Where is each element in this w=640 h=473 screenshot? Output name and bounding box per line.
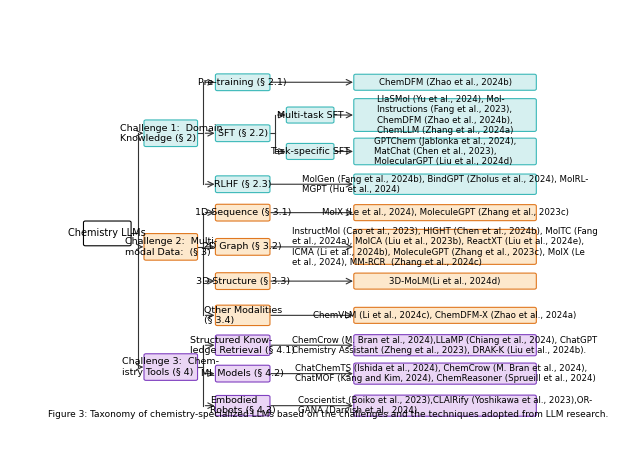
FancyBboxPatch shape	[216, 335, 270, 355]
Text: MolX (Le et al., 2024), MoleculeGPT (Zhang et al., 2023c): MolX (Le et al., 2024), MoleculeGPT (Zha…	[322, 208, 568, 217]
Text: ChemCrow (M. Bran et al., 2024),LLaMP (Chiang et al., 2024), ChatGPT
Chemistry A: ChemCrow (M. Bran et al., 2024),LLaMP (C…	[292, 335, 598, 355]
Text: InstructMol (Cao et al., 2023), HIGHT (Chen et al., 2024b), MolTC (Fang
et al., : InstructMol (Cao et al., 2023), HIGHT (C…	[292, 227, 598, 267]
Text: Challenge 3:  Chem-
istry Tools (§ 4): Challenge 3: Chem- istry Tools (§ 4)	[122, 358, 220, 377]
FancyBboxPatch shape	[354, 395, 536, 416]
FancyBboxPatch shape	[354, 205, 536, 221]
FancyBboxPatch shape	[216, 238, 270, 255]
FancyBboxPatch shape	[286, 143, 334, 159]
Text: Chemistry LLMs: Chemistry LLMs	[68, 228, 146, 238]
FancyBboxPatch shape	[354, 138, 536, 165]
FancyBboxPatch shape	[144, 354, 198, 380]
Text: MolGen (Fang et al., 2024b), BindGPT (Zholus et al., 2024), MolRL-
MGPT (Hu et a: MolGen (Fang et al., 2024b), BindGPT (Zh…	[302, 175, 588, 194]
FancyBboxPatch shape	[354, 174, 536, 194]
Text: SFT (§ 2.2): SFT (§ 2.2)	[218, 129, 268, 138]
Text: Figure 3: Taxonomy of chemistry-specialized LLMs based on the challenges and the: Figure 3: Taxonomy of chemistry-speciali…	[48, 410, 608, 419]
FancyBboxPatch shape	[216, 176, 270, 193]
Text: Challenge 1:  Domain
Knowledge (§ 2): Challenge 1: Domain Knowledge (§ 2)	[120, 123, 222, 143]
FancyBboxPatch shape	[216, 204, 270, 221]
Text: ChemVLM (Li et al., 2024c), ChemDFM-X (Zhao et al., 2024a): ChemVLM (Li et al., 2024c), ChemDFM-X (Z…	[314, 311, 577, 320]
Text: Multi-task SFT: Multi-task SFT	[277, 111, 344, 120]
Text: 3D-MoLM(Li et al., 2024d): 3D-MoLM(Li et al., 2024d)	[389, 277, 500, 286]
Text: 2D Graph (§ 3.2): 2D Graph (§ 3.2)	[204, 242, 282, 251]
FancyBboxPatch shape	[216, 305, 270, 325]
Text: Challenge 2:  Multi-
modal Data:  (§ 3): Challenge 2: Multi- modal Data: (§ 3)	[125, 237, 217, 256]
Text: Structured Know-
ledge Retrieval (§ 4.1): Structured Know- ledge Retrieval (§ 4.1)	[190, 335, 295, 355]
Text: ChatChemTS (Ishida et al., 2024), ChemCrow (M. Bran et al., 2024),
ChatMOF (Kang: ChatChemTS (Ishida et al., 2024), ChemCr…	[294, 364, 595, 383]
FancyBboxPatch shape	[144, 234, 198, 260]
Text: Other Modalities
(§ 3.4): Other Modalities (§ 3.4)	[204, 306, 282, 325]
Text: ML Models (§ 4.2): ML Models (§ 4.2)	[201, 369, 284, 378]
Text: Task-specific SFT: Task-specific SFT	[270, 147, 350, 156]
Text: Pre-training (§ 2.1): Pre-training (§ 2.1)	[198, 78, 287, 87]
Text: ChemDFM (Zhao et al., 2024b): ChemDFM (Zhao et al., 2024b)	[378, 78, 511, 87]
FancyBboxPatch shape	[286, 107, 334, 123]
Text: Coscientist (Boiko et al., 2023),CLAIRify (Yoshikawa et al., 2023),OR-
GANA (Dar: Coscientist (Boiko et al., 2023),CLAIRif…	[298, 396, 592, 415]
FancyBboxPatch shape	[144, 120, 198, 147]
FancyBboxPatch shape	[354, 74, 536, 90]
FancyBboxPatch shape	[216, 395, 270, 416]
Text: RLHF (§ 2.3): RLHF (§ 2.3)	[214, 180, 271, 189]
FancyBboxPatch shape	[216, 273, 270, 289]
FancyBboxPatch shape	[354, 335, 536, 356]
Text: LlaSMol (Yu et al., 2024), Mol-
Instructions (Fang et al., 2023),
ChemDFM (Zhao : LlaSMol (Yu et al., 2024), Mol- Instruct…	[377, 95, 513, 135]
FancyBboxPatch shape	[354, 363, 536, 384]
FancyBboxPatch shape	[216, 125, 270, 141]
Text: 3D Structure (§ 3.3): 3D Structure (§ 3.3)	[196, 277, 290, 286]
Text: Embodied
Robots (§ 4.3): Embodied Robots (§ 4.3)	[210, 396, 276, 415]
FancyBboxPatch shape	[216, 74, 270, 91]
FancyBboxPatch shape	[83, 221, 131, 246]
Text: 1D Sequence (§ 3.1): 1D Sequence (§ 3.1)	[195, 208, 291, 217]
Text: GPTChem (Jablonka et al., 2024),
MatChat (Chen et al., 2023),
MolecularGPT (Liu : GPTChem (Jablonka et al., 2024), MatChat…	[374, 137, 516, 166]
FancyBboxPatch shape	[354, 229, 536, 264]
FancyBboxPatch shape	[216, 365, 270, 382]
FancyBboxPatch shape	[354, 307, 536, 324]
FancyBboxPatch shape	[354, 273, 536, 289]
FancyBboxPatch shape	[354, 99, 536, 131]
